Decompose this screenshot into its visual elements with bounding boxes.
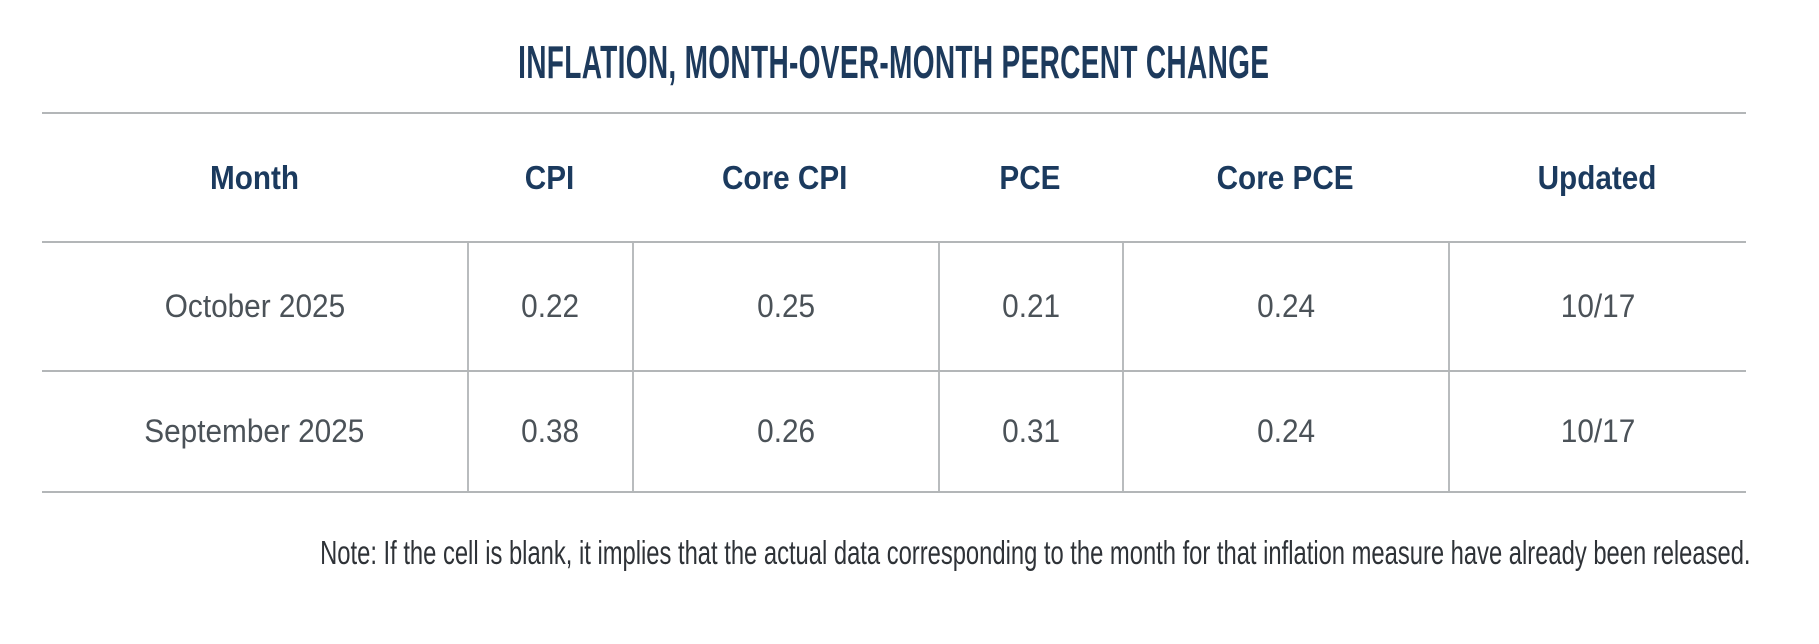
column-header-pce: PCE [999, 158, 1061, 196]
column-header-updated: Updated [1537, 158, 1657, 196]
column-header-core-pce: Core PCE [1216, 158, 1354, 196]
table-row-september-2025: September 2025 0.38 0.26 0.31 0.24 10/17 [42, 372, 1746, 493]
title-band: INFLATION, MONTH-OVER-MONTH PERCENT CHAN… [42, 0, 1746, 114]
table-header-row: Month CPI Core CPI PCE Core PCE Updated [42, 114, 1746, 243]
column-header-core-cpi: Core CPI [722, 158, 848, 196]
cell-core-pce: 0.24 [1122, 243, 1448, 370]
cell-core-cpi: 0.26 [632, 372, 938, 491]
cell-core-pce: 0.24 [1122, 372, 1448, 491]
column-header-month: Month [209, 158, 300, 196]
cell-updated: 10/17 [1448, 372, 1746, 491]
cell-updated: 10/17 [1448, 243, 1746, 370]
cell-pce: 0.31 [938, 372, 1122, 491]
cell-cpi: 0.22 [467, 243, 632, 370]
cell-month: October 2025 [164, 288, 345, 324]
cell-core-cpi: 0.25 [632, 243, 938, 370]
cell-cpi: 0.38 [467, 372, 632, 491]
footnote: Note: If the cell is blank, it implies t… [320, 534, 1751, 571]
column-header-cpi: CPI [524, 158, 575, 196]
cell-month: September 2025 [144, 413, 365, 449]
table-content: INFLATION, MONTH-OVER-MONTH PERCENT CHAN… [42, 0, 1751, 571]
note-band: Note: If the cell is blank, it implies t… [42, 493, 1750, 571]
table-row-october-2025: October 2025 0.22 0.25 0.21 0.24 10/17 [42, 243, 1746, 372]
page-title: INFLATION, MONTH-OVER-MONTH PERCENT CHAN… [518, 36, 1270, 88]
cell-pce: 0.21 [938, 243, 1122, 370]
